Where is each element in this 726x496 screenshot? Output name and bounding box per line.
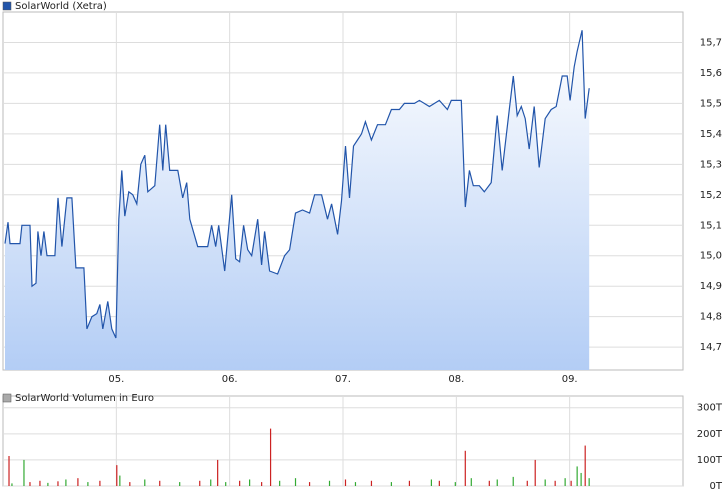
volume-bar [464,450,466,486]
y-tick-label: 14,7 [700,342,722,353]
volume-bar [179,482,181,486]
volume-bar [488,480,490,486]
volume-bar [390,482,392,486]
volume-bar [210,479,212,486]
volume-bar [584,445,586,486]
volume-bar [430,479,432,486]
volume-bar [129,482,131,486]
volume-bar [249,479,251,486]
volume-bar [77,478,79,486]
x-tick-label: 09. [562,374,578,385]
volume-bar [408,480,411,486]
volume-bar [496,479,498,486]
y-tick-label: 200T [697,429,723,440]
y-tick-label: 14,8 [700,312,722,323]
volume-bar [47,482,49,486]
volume-bar [199,480,201,486]
volume-bar [8,456,10,486]
legend-swatch [2,393,12,403]
price-line [4,30,590,339]
volume-bar [239,480,241,486]
y-tick-label: 15,6 [700,68,722,79]
volume-bar [308,482,311,486]
volume-bar [576,466,578,486]
volume-bar [279,480,281,486]
x-tick-label: 05. [108,374,124,385]
x-tick-label: 07. [335,374,351,385]
volume-bar [294,478,297,486]
legend-label: SolarWorld Volumen in Euro [15,393,154,404]
legend-swatch [2,1,12,11]
volume-bar [23,459,25,486]
legend-label: SolarWorld (Xetra) [15,1,107,12]
volume-bar [217,459,219,486]
volume-bar [438,480,440,486]
volume-bar [39,480,41,486]
y-tick-label: 15,1 [700,220,722,231]
volume-bar [526,480,528,486]
volume-bar [344,479,347,486]
price-area [5,30,590,371]
volume-bar [512,476,514,486]
volume-bar [65,479,67,486]
volume-bar [588,478,590,486]
y-tick-label: 15,2 [700,190,722,201]
volume-bar [269,428,272,486]
volume-bar [570,480,572,486]
volume-bar [57,481,59,486]
volume-bar [580,472,582,486]
volume-bar [454,482,456,486]
y-tick-label: 0T [710,481,723,492]
volume-bar [119,475,121,486]
x-tick-label: 06. [222,374,238,385]
volume-bar [544,479,546,486]
y-tick-label: 100T [697,455,723,466]
volume-bar [144,479,146,486]
volume-bar [370,480,373,486]
volume-bar [564,478,566,486]
volume-bar [354,482,357,486]
y-tick-label: 14,9 [700,281,722,292]
volume-bar [99,480,101,486]
volume-bar [11,483,13,486]
volume-bar [87,482,89,486]
x-tick-label: 08. [448,374,464,385]
y-tick-label: 15,5 [700,98,722,109]
volume-bar [470,478,472,486]
y-tick-label: 15,7 [700,37,722,48]
volume-bar [29,482,31,486]
y-tick-label: 15,0 [700,251,722,262]
y-tick-label: 15,3 [700,159,722,170]
y-tick-label: 15,4 [700,129,722,140]
volume-bar [116,465,118,486]
volume-bar [261,482,263,486]
volume-bar [225,482,227,486]
volume-bar [159,480,161,486]
volume-bar [554,480,556,486]
volume-bar [328,480,331,486]
y-tick-label: 300T [697,403,723,414]
volume-bar [534,459,536,486]
